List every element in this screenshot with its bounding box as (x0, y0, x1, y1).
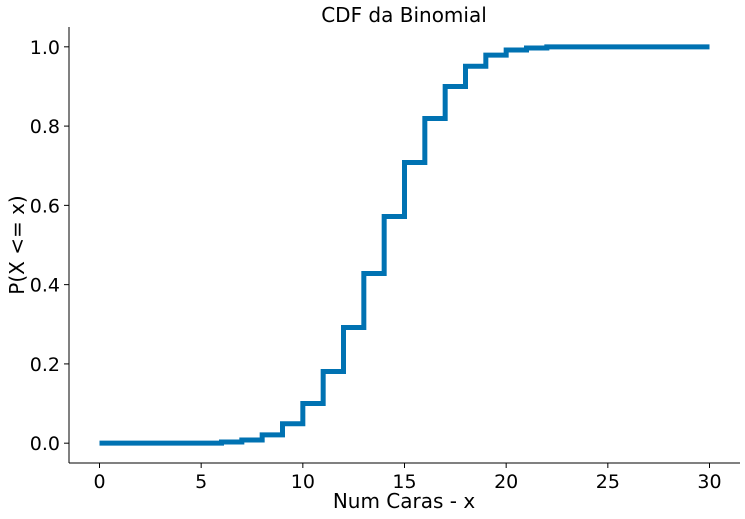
x-tick-label: 25 (596, 471, 620, 493)
x-tick-label: 20 (494, 471, 518, 493)
x-tick-label: 0 (93, 471, 105, 493)
y-tick-label: 0.6 (30, 195, 60, 217)
plot-area (99, 44, 710, 446)
y-tick-label: 0.4 (30, 275, 60, 297)
x-tick-label: 15 (392, 471, 416, 493)
y-axis-ticks: 0.0 0.2 0.4 0.6 0.8 1.0 (30, 37, 69, 455)
y-axis-label: P(X <= x) (5, 195, 29, 294)
y-tick-label: 0.0 (30, 433, 60, 455)
x-axis-label: Num Caras - x (333, 489, 476, 513)
y-tick-label: 1.0 (30, 37, 60, 59)
y-tick-label: 0.2 (30, 354, 60, 376)
x-tick-label: 30 (697, 471, 721, 493)
x-tick-label: 10 (291, 471, 315, 493)
cdf-step-line-0 (99, 44, 710, 446)
x-tick-label: 5 (195, 471, 207, 493)
chart-title: CDF da Binomial (321, 3, 487, 27)
x-axis-ticks: 0 5 10 15 20 25 30 (93, 463, 722, 493)
y-tick-label: 0.8 (30, 116, 60, 138)
